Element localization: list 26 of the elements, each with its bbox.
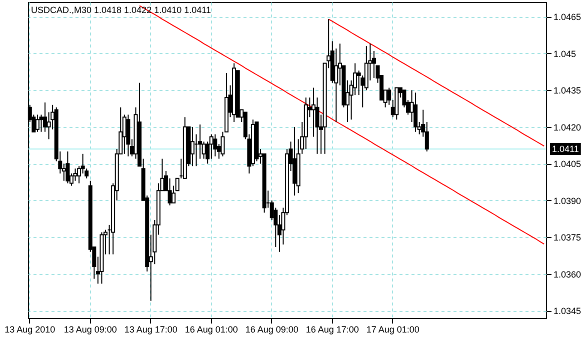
candlestick (66, 150, 70, 184)
x-tick-label: 16 Aug 09:00 (245, 324, 298, 334)
line-series (328, 18, 545, 147)
y-tick-label: 1.045 (554, 48, 576, 59)
x-tick-label: 13 Aug 2010 (4, 324, 56, 334)
x-tick-label: 13 Aug 09:00 (64, 324, 117, 334)
x-tick-label: 13 Aug 17:00 (124, 324, 178, 334)
candlestick (168, 178, 172, 206)
y-tick-label: 1.0435 (554, 86, 582, 96)
candlestick (213, 134, 218, 157)
y-tick-label: 1.0390 (554, 196, 582, 206)
x-tick-label: 16 Aug 17:00 (306, 324, 359, 334)
y-tick-label: 1.0465 (554, 12, 582, 22)
y-tick-label: 1.0405 (554, 159, 582, 170)
y-tick-label: 1.0345 (554, 306, 582, 316)
x-tick-label: 16 Aug 01:00 (184, 324, 238, 334)
y-tick-label: 1.0375 (554, 232, 582, 243)
candlestick (39, 114, 44, 132)
candlestick (190, 126, 194, 167)
candlestick (35, 114, 40, 132)
x-tick-label: 17 Aug 01:00 (366, 324, 420, 334)
candlestick (414, 92, 418, 132)
y-tick-label: 1.0420 (554, 122, 582, 132)
candlestick (209, 134, 214, 160)
candlestick (73, 168, 78, 182)
y-tick-label: 1.0360 (554, 269, 582, 280)
